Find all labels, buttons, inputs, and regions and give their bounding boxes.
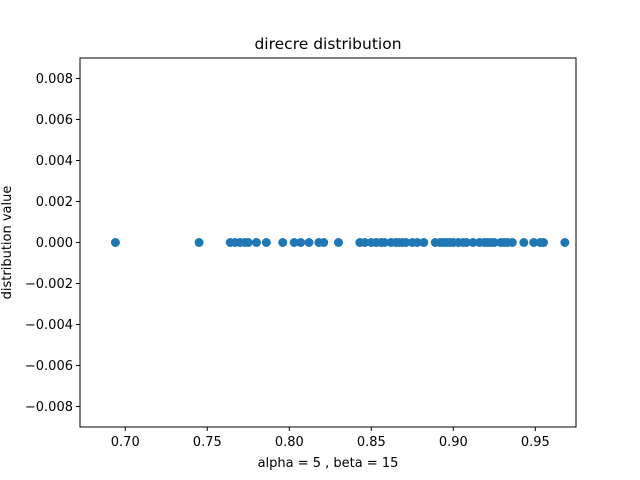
scatter-point xyxy=(251,238,261,247)
scatter-point xyxy=(194,238,204,247)
scatter-point xyxy=(468,238,478,247)
scatter-point xyxy=(489,238,499,247)
x-tick-label: 0.90 xyxy=(439,435,468,450)
scatter-point xyxy=(412,238,422,247)
scatter-point xyxy=(296,238,306,247)
scatter-point xyxy=(243,238,253,247)
y-tick-label: 0.008 xyxy=(36,72,73,87)
scatter-point xyxy=(560,238,570,247)
scatter-point xyxy=(419,238,429,247)
x-tick-label: 0.85 xyxy=(357,435,386,450)
plot-frame xyxy=(79,57,577,428)
scatter-point xyxy=(333,238,343,247)
scatter-point xyxy=(319,238,329,247)
scatter-point xyxy=(278,238,288,247)
x-tick-label: 0.80 xyxy=(275,435,304,450)
x-tick-label: 0.70 xyxy=(111,435,140,450)
scatter-point xyxy=(304,238,314,247)
x-tick-label: 0.95 xyxy=(521,435,550,450)
y-tick-label: 0.000 xyxy=(36,236,73,251)
chart-title: direcre distribution xyxy=(254,35,401,53)
y-tick-label: −0.004 xyxy=(25,318,73,333)
y-axis-title: distribution value xyxy=(0,186,15,300)
scatter-point xyxy=(360,238,370,247)
y-tick-label: 0.004 xyxy=(36,154,73,169)
scatter-point xyxy=(110,238,120,247)
y-tick-label: 0.002 xyxy=(36,195,73,210)
scatter-point xyxy=(539,238,549,247)
scatter-point xyxy=(519,238,529,247)
scatter-point xyxy=(401,238,411,247)
scatter-point xyxy=(461,238,471,247)
scatter-point xyxy=(289,238,299,247)
scatter-point xyxy=(507,238,517,247)
y-tick-label: −0.002 xyxy=(25,277,73,292)
scatter-point xyxy=(261,238,271,247)
scatter-point xyxy=(529,238,539,247)
scatter-point xyxy=(379,238,389,247)
x-tick-label: 0.75 xyxy=(193,435,222,450)
y-tick-label: 0.006 xyxy=(36,113,73,128)
y-tick-label: −0.008 xyxy=(25,400,73,415)
x-axis-title: alpha = 5 , beta = 15 xyxy=(258,456,399,471)
y-tick-label: −0.006 xyxy=(25,359,73,374)
